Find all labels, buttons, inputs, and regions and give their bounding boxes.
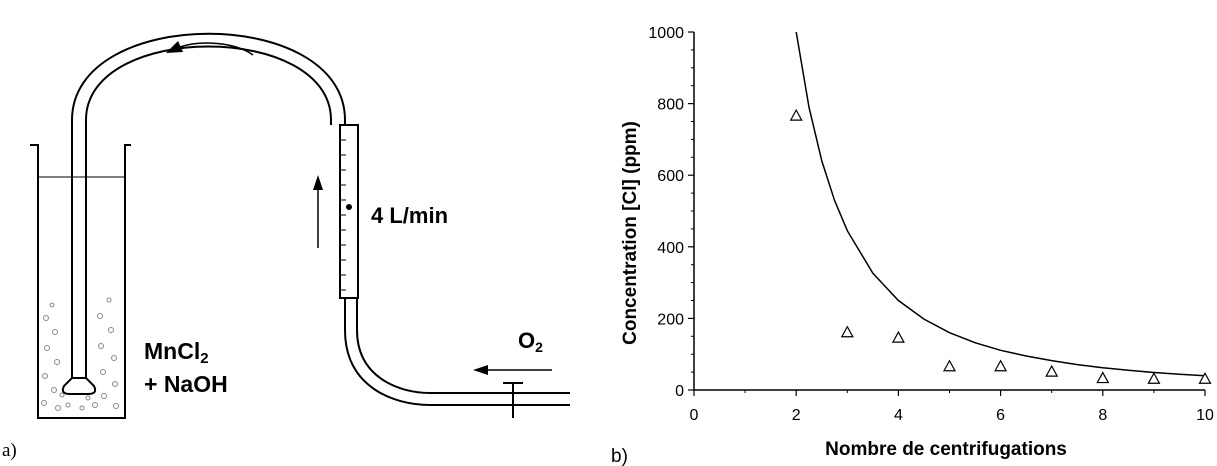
y-tick-label: 200 [657, 311, 684, 328]
y-axis-label: Concentration [Cl] (ppm) [620, 121, 641, 345]
x-tick-label: 0 [690, 407, 699, 424]
y-tick-label: 1000 [648, 25, 684, 42]
chart-tick-labels: 0 200 400 600 800 1000 0 2 4 6 8 10 [648, 25, 1214, 424]
valve [503, 382, 523, 418]
flowmeter-float [346, 204, 352, 210]
chart-ticks [688, 31, 1206, 396]
x-tick-label: 2 [792, 407, 801, 424]
panel-b-label: b) [611, 446, 628, 466]
data-point [942, 359, 957, 372]
gas-tube [71, 32, 570, 406]
fit-curve [795, 31, 1206, 377]
diffuser [61, 377, 97, 395]
y-tick-label: 600 [657, 168, 684, 185]
chart-axes [693, 32, 1205, 391]
data-point [1147, 372, 1161, 384]
bubbles [41, 297, 119, 411]
x-tick-label: 10 [1196, 407, 1214, 424]
panel-a-diagram: 4 L/min MnCl2 + NaOH O2 a) [2, 32, 570, 461]
flow-arrow-top [166, 41, 254, 56]
y-tick-label: 400 [657, 240, 684, 257]
x-axis-label: Nombre de centrifugations [825, 439, 1067, 460]
data-point [1198, 372, 1212, 384]
data-point [1045, 364, 1059, 377]
data-point [789, 108, 803, 121]
flow-arrow-up [313, 175, 323, 248]
beaker [30, 144, 131, 419]
x-tick-label: 8 [1098, 407, 1107, 424]
flow-rate-label: 4 L/min [371, 203, 448, 228]
flowmeter [339, 124, 359, 299]
x-tick-label: 6 [996, 407, 1005, 424]
gas-label: O2 [518, 328, 543, 355]
y-tick-label: 800 [657, 97, 684, 114]
panel-a-label: a) [2, 440, 17, 461]
solution-label-line2: + NaOH [144, 371, 228, 397]
data-point [1096, 371, 1110, 384]
data-point [891, 330, 905, 343]
data-point [840, 325, 854, 338]
data-point [994, 359, 1008, 372]
x-tick-label: 4 [894, 407, 903, 424]
solution-label-line1: MnCl2 [144, 338, 209, 367]
chart-points [789, 108, 1212, 384]
panel-b-chart: 0 200 400 600 800 1000 0 2 4 6 8 10 Nombre de centr… [611, 25, 1214, 466]
flow-arrow-left [473, 365, 552, 375]
y-tick-label: 0 [675, 383, 684, 400]
